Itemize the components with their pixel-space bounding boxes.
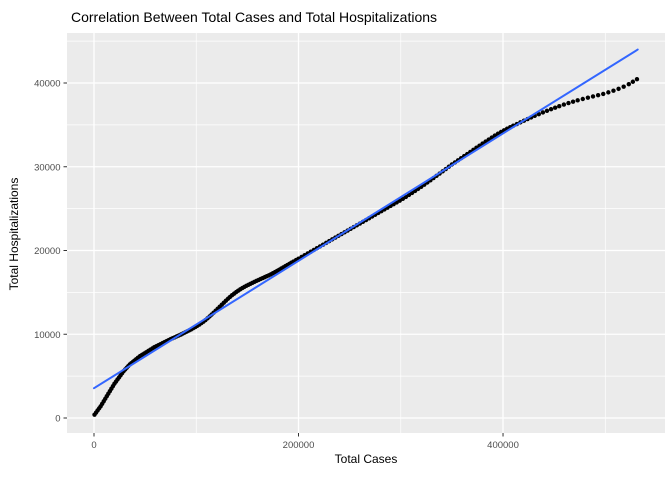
regression-line <box>92 48 639 390</box>
data-point <box>601 91 606 97</box>
data-point <box>561 102 567 107</box>
data-point <box>585 95 591 100</box>
x-tick-label: 0 <box>91 440 96 451</box>
y-tick-label: 0 <box>55 414 60 425</box>
data-point <box>595 92 601 98</box>
data-point <box>552 105 558 110</box>
data-point <box>544 108 550 114</box>
data-point <box>536 111 542 117</box>
data-point <box>621 84 626 89</box>
chart-title: Correlation Between Total Cases and Tota… <box>71 9 438 25</box>
x-axis-title: Total Cases <box>334 452 398 466</box>
data-point <box>548 107 554 112</box>
x-tick-label: 400000 <box>487 440 519 451</box>
y-axis-title: Total Hospitalizations <box>7 177 21 291</box>
data-point <box>611 88 616 93</box>
data-point <box>540 110 546 115</box>
data-point <box>634 77 640 82</box>
data-point <box>575 98 580 103</box>
data-point <box>580 96 585 102</box>
data-point <box>557 103 562 109</box>
y-tick-label: 30000 <box>34 162 60 173</box>
data-point <box>570 99 576 104</box>
y-tick-label: 20000 <box>34 246 60 257</box>
plot-panel <box>67 33 665 433</box>
data-point <box>630 79 636 84</box>
y-tick-label: 10000 <box>34 330 60 341</box>
data-point <box>590 94 596 99</box>
data-point <box>606 90 611 95</box>
data-point <box>626 81 632 87</box>
data-point <box>616 86 621 92</box>
y-tick-label: 40000 <box>34 79 60 90</box>
data-point <box>566 100 571 106</box>
x-tick-label: 200000 <box>283 440 315 451</box>
